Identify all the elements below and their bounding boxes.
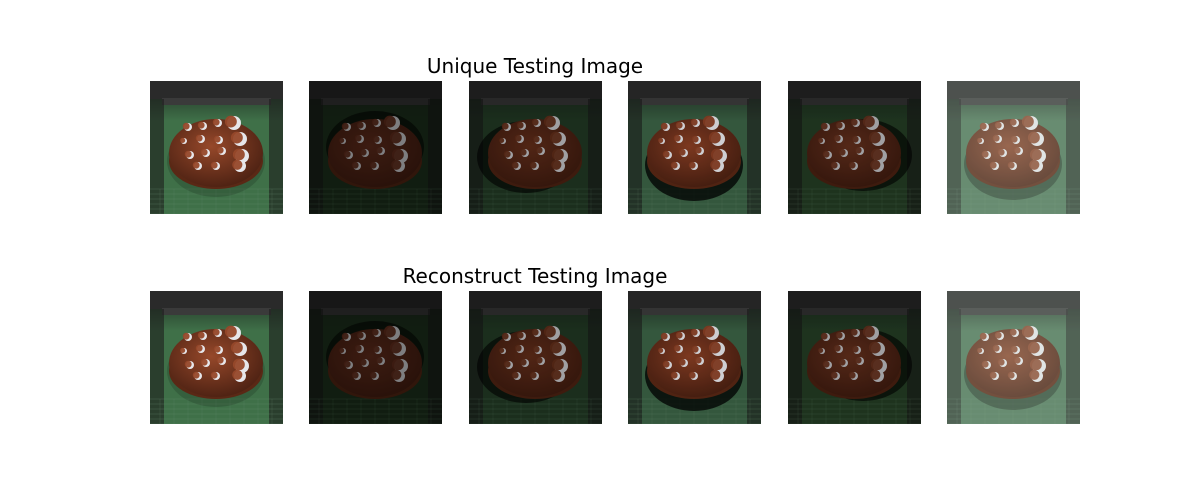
unique-testing-image-5	[788, 81, 921, 214]
unique-testing-image-1	[150, 81, 283, 214]
unique-testing-image-2	[309, 81, 442, 214]
unique-testing-image-title: Unique Testing Image	[426, 54, 644, 78]
reconstruct-testing-image-3	[469, 291, 602, 424]
reconstruct-testing-image-6	[947, 291, 1080, 424]
unique-testing-image-6	[947, 81, 1080, 214]
unique-testing-image-4	[628, 81, 761, 214]
unique-testing-image-3	[469, 81, 602, 214]
reconstruct-testing-image-1	[150, 291, 283, 424]
reconstruct-testing-image-title: Reconstruct Testing Image	[402, 264, 668, 288]
reconstruct-testing-image-5	[788, 291, 921, 424]
reconstruct-testing-image-2	[309, 291, 442, 424]
reconstruct-testing-image-4	[628, 291, 761, 424]
